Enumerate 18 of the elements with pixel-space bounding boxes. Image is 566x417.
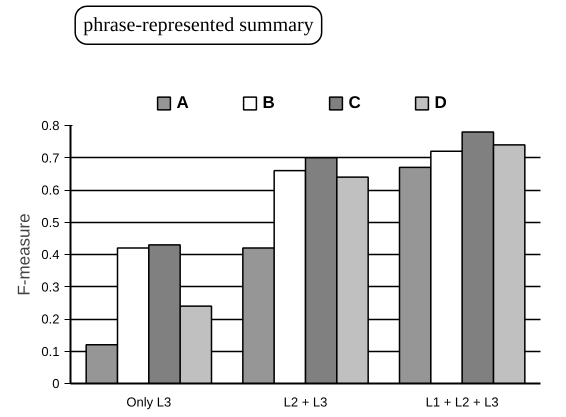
y-tick-label: 0 — [52, 376, 60, 391]
x-tick-label: Only L3 — [126, 394, 172, 410]
y-tick-label: 0.4 — [41, 247, 60, 262]
y-tick-label: 0.6 — [41, 182, 60, 198]
y-tick-label: 0.7 — [41, 150, 60, 166]
legend-label: D — [434, 93, 448, 113]
legend-label: C — [348, 93, 362, 113]
legend-label: B — [262, 93, 276, 113]
y-tick-label: 0.2 — [41, 312, 60, 326]
legend-label: A — [176, 93, 190, 113]
x-tick-label: L2 + L3 — [284, 394, 328, 410]
y-tick-label: 0.1 — [41, 344, 60, 359]
y-axis-title: F-measure — [14, 213, 34, 296]
y-tick-label: 0.8 — [41, 118, 60, 133]
text: phrase-represented summary — [83, 14, 314, 36]
y-tick-label: 0.3 — [41, 279, 60, 294]
x-tick-label: L1 + L2 + L3 — [426, 394, 499, 410]
y-tick-label: 0.5 — [41, 214, 60, 230]
